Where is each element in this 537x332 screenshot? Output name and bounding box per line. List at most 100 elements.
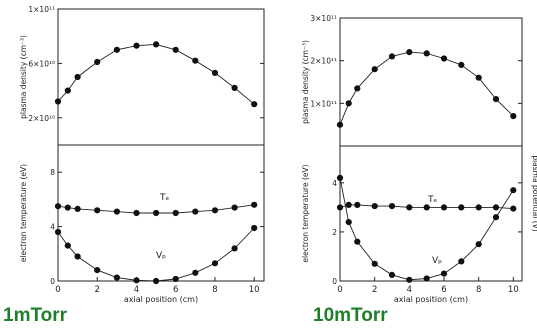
te-data-point bbox=[172, 209, 179, 217]
x-tick-label: 0 bbox=[337, 285, 342, 295]
te-data-point bbox=[153, 209, 160, 217]
vp-data-point bbox=[113, 274, 120, 281]
vp-data-point bbox=[458, 258, 465, 265]
te-data-point bbox=[192, 208, 199, 215]
series-label-te: Tₑ bbox=[159, 193, 169, 203]
data-point bbox=[475, 74, 482, 81]
data-point bbox=[192, 57, 199, 64]
te-data-point bbox=[492, 204, 500, 211]
data-point bbox=[458, 61, 465, 68]
data-point bbox=[371, 66, 378, 73]
x-tick-label: 6 bbox=[173, 285, 178, 295]
vp-data-point bbox=[354, 238, 361, 245]
data-point bbox=[74, 73, 81, 81]
y-tick-label: 3×10¹¹ bbox=[310, 14, 337, 23]
data-point bbox=[492, 96, 500, 103]
te-data-point bbox=[475, 204, 482, 211]
te-data-point bbox=[458, 204, 465, 211]
data-point bbox=[211, 69, 219, 76]
te-data-point bbox=[74, 205, 81, 212]
vp-data-point bbox=[153, 277, 160, 285]
vp-data-point bbox=[492, 214, 500, 221]
te-data-point bbox=[64, 204, 71, 211]
te-data-point bbox=[94, 207, 101, 214]
y-tick-label: 0 bbox=[50, 277, 55, 286]
data-point bbox=[231, 84, 238, 91]
data-point bbox=[423, 50, 430, 57]
y-tick-label: 4 bbox=[332, 179, 337, 188]
plot-frame bbox=[339, 17, 523, 147]
vp-data-point bbox=[64, 242, 71, 249]
data-point bbox=[172, 46, 179, 53]
series-label-te: Tₑ bbox=[427, 195, 437, 205]
vp-data-point bbox=[423, 275, 430, 282]
vp-data-point bbox=[371, 260, 378, 267]
y-tick-label: 2 bbox=[332, 228, 337, 237]
series-line bbox=[339, 177, 514, 281]
x-tick-label: 0 bbox=[55, 285, 60, 295]
caption-10mtorr: 10mTorr bbox=[313, 305, 388, 326]
vp-data-point bbox=[94, 267, 101, 274]
series-label-vp: Vₚ bbox=[432, 256, 442, 266]
te-data-point bbox=[345, 201, 352, 208]
y-tick-label: 1×10¹¹ bbox=[310, 99, 337, 108]
x-tick-label: 8 bbox=[476, 285, 481, 295]
vp-data-point bbox=[345, 219, 352, 226]
series-line bbox=[339, 51, 514, 125]
y-tick-label: 2×10¹⁰ bbox=[28, 114, 55, 123]
data-point bbox=[113, 46, 120, 53]
te-data-point bbox=[388, 203, 396, 210]
y-axis-label: electron temperature (eV) bbox=[301, 164, 310, 262]
te-data-point bbox=[406, 204, 413, 211]
data-point bbox=[336, 121, 344, 128]
series-label-vp: Vₚ bbox=[156, 251, 166, 261]
data-point bbox=[153, 41, 160, 48]
y-tick-label: 6×10¹⁰ bbox=[28, 59, 55, 68]
te-data-point bbox=[113, 208, 120, 215]
y-axis-label: plasma density (cm⁻³) bbox=[19, 35, 28, 119]
series-line bbox=[57, 43, 255, 105]
x-tick-label: 8 bbox=[212, 285, 217, 295]
data-point bbox=[54, 98, 62, 105]
vp-data-point bbox=[251, 224, 258, 232]
y-axis-label-right: plasma potential (V) bbox=[531, 155, 537, 231]
data-point bbox=[94, 58, 101, 66]
data-point bbox=[354, 85, 361, 92]
vp-data-point bbox=[74, 253, 81, 260]
vp-data-point bbox=[133, 277, 140, 284]
data-point bbox=[345, 100, 352, 107]
vp-data-point bbox=[54, 228, 62, 236]
x-tick-label: 2 bbox=[372, 285, 377, 295]
te-data-point bbox=[423, 204, 430, 211]
vp-data-point bbox=[406, 276, 413, 283]
caption-1mtorr: 1mTorr bbox=[3, 305, 68, 326]
data-point bbox=[64, 87, 71, 94]
te-data-point bbox=[371, 203, 378, 210]
y-axis-label: plasma density (cm⁻³) bbox=[301, 40, 310, 124]
te-data-point bbox=[440, 204, 448, 211]
plot-frame bbox=[57, 144, 265, 282]
plot-frame bbox=[339, 145, 523, 282]
vp-data-point bbox=[231, 245, 238, 252]
x-axis-label: axial position (cm) bbox=[124, 295, 198, 304]
y-tick-label: 1×10¹¹ bbox=[28, 5, 55, 14]
y-tick-label: 8 bbox=[50, 168, 55, 177]
te-data-point bbox=[354, 201, 361, 208]
te-data-point bbox=[54, 203, 62, 210]
x-tick-label: 10 bbox=[508, 285, 519, 295]
vp-data-point bbox=[211, 260, 219, 267]
plot-frame bbox=[57, 8, 265, 146]
data-point bbox=[388, 53, 396, 60]
x-tick-label: 4 bbox=[407, 285, 412, 295]
x-tick-label: 6 bbox=[441, 285, 446, 295]
data-point bbox=[251, 101, 258, 108]
vp-data-point bbox=[475, 241, 482, 248]
vp-data-point bbox=[388, 271, 396, 278]
te-data-point bbox=[510, 205, 517, 212]
vp-data-point bbox=[172, 275, 179, 283]
data-point bbox=[440, 55, 448, 62]
x-axis-label: axial position (cm) bbox=[394, 295, 468, 304]
x-tick-label: 2 bbox=[95, 285, 100, 295]
y-tick-label: 2×10¹¹ bbox=[310, 57, 337, 66]
